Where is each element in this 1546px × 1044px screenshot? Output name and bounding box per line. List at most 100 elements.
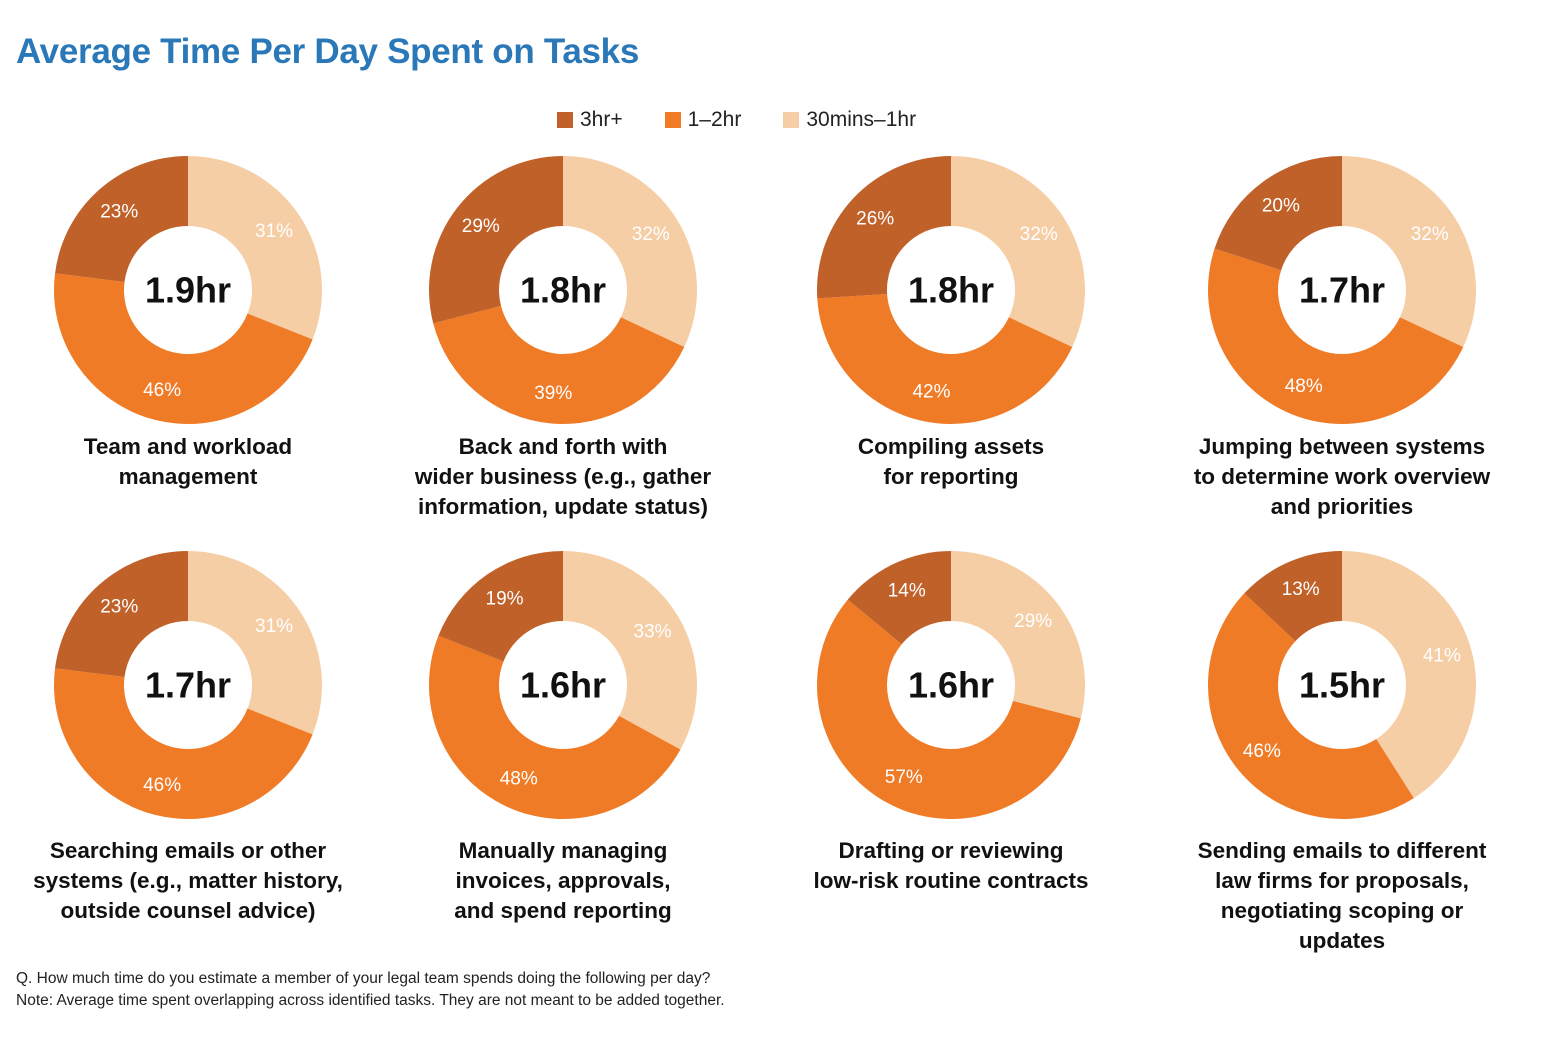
donut-chart: 29% 57% 14% 1.6hr <box>816 551 1085 820</box>
task-label-line: negotiating scoping or <box>1220 898 1464 923</box>
page-title: Average Time Per Day Spent on Tasks <box>16 32 640 71</box>
donut-center-label: 1.8hr <box>908 270 994 311</box>
task-label-line: low-risk routine contracts <box>813 868 1089 893</box>
task-label-line: information, update status) <box>417 494 708 519</box>
slice-value-label: 29% <box>462 216 500 237</box>
slice-value-label: 48% <box>500 769 538 790</box>
slice-3hr-plus <box>55 156 189 282</box>
slice-value-label: 39% <box>534 383 572 404</box>
slice-1-2hr <box>53 273 313 424</box>
donut-center-label: 1.7hr <box>1299 270 1385 311</box>
slice-30mins-1hr <box>951 551 1085 719</box>
task-label: Sending emails to different law firms for… <box>1152 836 1532 956</box>
footnote-note: Note: Average time spent overlapping acr… <box>16 992 725 1009</box>
slice-value-label: 32% <box>632 224 670 245</box>
slice-value-label: 20% <box>1262 195 1300 216</box>
task-label-line: management <box>118 464 258 489</box>
slice-1-2hr <box>429 635 681 819</box>
slice-1-2hr <box>53 668 313 819</box>
task-label-line: Compiling assets <box>857 434 1045 459</box>
task-label: Team and workload management <box>0 432 378 492</box>
task-label: Searching emails or other systems (e.g., … <box>0 836 378 926</box>
slice-1-2hr <box>817 294 1073 424</box>
task-label-line: systems (e.g., matter history, <box>33 868 343 893</box>
donut-chart: 31% 46% 23% 1.9hr <box>53 156 322 424</box>
slice-1-2hr <box>816 599 1081 820</box>
task-label: Manually managing invoices, approvals, and… <box>373 836 753 926</box>
task-label: Jumping between systems to determine work… <box>1152 432 1532 522</box>
slice-3hr-plus <box>55 551 189 677</box>
task-label-line: law firms for proposals, <box>1215 868 1469 893</box>
donut-center-label: 1.6hr <box>908 665 994 706</box>
donut-center-label: 1.9hr <box>145 270 231 311</box>
slice-1-2hr <box>433 305 685 424</box>
slice-1-2hr <box>1208 248 1464 424</box>
task-label-line: invoices, approvals, <box>455 868 671 893</box>
donut-chart: 32% 39% 29% 1.8hr <box>429 156 697 424</box>
task-label-line: updates <box>1298 928 1386 953</box>
slice-1-2hr <box>1208 593 1414 819</box>
slice-value-label: 32% <box>1020 224 1058 245</box>
legend-label: 30mins–1hr <box>806 108 917 131</box>
task-label-line: Team and workload <box>83 434 293 459</box>
task-label-line: Manually managing <box>458 838 668 863</box>
legend-label: 3hr+ <box>580 108 623 131</box>
task-label: Drafting or reviewing low-risk routine co… <box>761 836 1141 896</box>
slice-30mins-1hr <box>1342 551 1476 799</box>
donut-chart: 31% 46% 23% 1.7hr <box>53 551 322 819</box>
slice-3hr-plus <box>1244 551 1342 642</box>
legend-item-1-2hr: 1–2hr <box>664 108 742 132</box>
donut-chart: 33% 48% 19% 1.6hr <box>429 551 697 819</box>
slice-value-label: 32% <box>1411 224 1449 245</box>
slice-value-label: 29% <box>1014 611 1052 632</box>
task-label-line: and spend reporting <box>454 898 672 923</box>
footnote-question: Q. How much time do you estimate a membe… <box>16 970 711 987</box>
donut-center-label: 1.5hr <box>1299 665 1385 706</box>
slice-value-label: 19% <box>486 588 524 609</box>
legend-item-3hr-plus: 3hr+ <box>557 108 623 132</box>
donut-center-label: 1.6hr <box>520 665 606 706</box>
slice-30mins-1hr <box>563 551 697 750</box>
slice-value-label: 23% <box>100 201 138 222</box>
task-label-line: and priorities <box>1270 494 1414 519</box>
slice-30mins-1hr <box>563 156 697 348</box>
slice-30mins-1hr <box>188 156 322 340</box>
slice-value-label: 46% <box>143 380 181 401</box>
slice-value-label: 48% <box>1285 376 1323 397</box>
slice-value-label: 26% <box>856 208 894 229</box>
legend-swatch-3hr-plus <box>557 112 573 128</box>
slice-value-label: 33% <box>634 622 672 643</box>
task-label-line: Drafting or reviewing <box>838 838 1064 863</box>
slice-value-label: 14% <box>888 580 926 601</box>
task-label-line: wider business (e.g., gather <box>414 464 712 489</box>
legend-label: 1–2hr <box>687 108 742 131</box>
donut-chart: 32% 48% 20% 1.7hr <box>1208 156 1476 424</box>
chart-legend: 3hr+ 1–2hr 30mins–1hr <box>557 106 958 134</box>
slice-3hr-plus <box>847 551 951 645</box>
slice-30mins-1hr <box>1342 156 1476 348</box>
slice-value-label: 31% <box>255 221 293 242</box>
slice-value-label: 41% <box>1423 645 1461 666</box>
slice-30mins-1hr <box>951 156 1085 348</box>
task-label-line: Jumping between systems <box>1198 434 1486 459</box>
donut-chart: 32% 42% 26% 1.8hr <box>817 156 1085 424</box>
legend-item-30mins-1hr: 30mins–1hr <box>783 108 916 132</box>
task-label-line: Searching emails or other <box>49 838 327 863</box>
slice-3hr-plus <box>1214 156 1342 271</box>
task-label-line: to determine work overview <box>1193 464 1491 489</box>
slice-value-label: 57% <box>885 767 923 788</box>
task-label-line: Sending emails to different <box>1197 838 1487 863</box>
slice-3hr-plus <box>817 156 951 299</box>
donut-center-label: 1.7hr <box>145 665 231 706</box>
slice-value-label: 46% <box>1243 741 1281 762</box>
slice-value-label: 23% <box>100 596 138 617</box>
slice-value-label: 31% <box>255 616 293 637</box>
slice-value-label: 42% <box>912 382 950 403</box>
legend-swatch-1-2hr <box>664 112 681 128</box>
task-label-line: for reporting <box>883 464 1019 489</box>
task-label-line: Back and forth with <box>458 434 668 459</box>
donut-chart: 41% 46% 13% 1.5hr <box>1208 551 1476 819</box>
task-label-line: outside counsel advice) <box>60 898 316 923</box>
legend-swatch-30mins-1hr <box>783 112 800 128</box>
